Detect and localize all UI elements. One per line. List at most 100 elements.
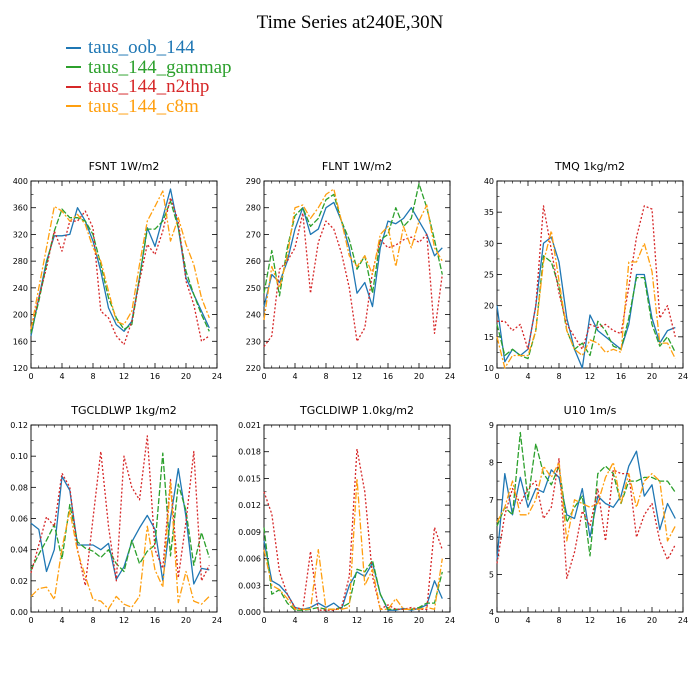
legend-label: taus_144_c8m — [88, 95, 199, 117]
x-tick-label: 16 — [616, 372, 626, 381]
y-tick-label: 0.006 — [238, 555, 261, 564]
y-tick-label: 280 — [13, 257, 28, 266]
series-line-taus_oob_144 — [263, 540, 443, 611]
x-tick-label: 16 — [383, 616, 393, 625]
y-tick-label: 0.000 — [238, 608, 261, 617]
x-tick-label: 0 — [494, 372, 499, 381]
series-line-taus_144_n2thp — [263, 212, 443, 347]
series-line-taus_144_n2thp — [263, 448, 443, 611]
series-line-taus_144_gammap — [496, 431, 676, 557]
x-tick-label: 8 — [90, 616, 95, 625]
y-tick-label: 240 — [246, 311, 261, 320]
x-tick-label: 24 — [212, 616, 222, 625]
y-tick-label: 0.015 — [238, 474, 261, 483]
x-tick-label: 8 — [323, 616, 328, 625]
x-tick-label: 24 — [678, 372, 688, 381]
y-tick-label: 290 — [246, 177, 261, 186]
y-tick-label: 10 — [484, 364, 494, 373]
x-tick-label: 20 — [414, 616, 424, 625]
x-tick-label: 4 — [59, 616, 64, 625]
series-line-taus_oob_144 — [30, 467, 210, 585]
x-tick-label: 0 — [261, 372, 266, 381]
series-line-taus_144_n2thp — [30, 197, 210, 346]
x-tick-label: 8 — [323, 372, 328, 381]
x-tick-label: 0 — [28, 616, 33, 625]
y-tick-label: 7 — [489, 496, 494, 505]
y-tick-label: 30 — [484, 239, 494, 248]
series-line-taus_144_gammap — [30, 200, 210, 334]
series-line-taus_oob_144 — [30, 188, 210, 337]
series-line-taus_144_n2thp — [30, 435, 210, 587]
chart-title: U10 1m/s — [564, 404, 617, 417]
x-tick-label: 20 — [181, 372, 191, 381]
chart-panel: TGCLDLWP 1kg/m2 0 4 8 12 16 20 24 0.00 0.02 0.04 0.… — [10, 404, 222, 625]
chart-panel: FLNT 1W/m2 0 4 8 12 16 20 24 220 230 240 250 260 270 2… — [246, 160, 455, 381]
y-tick-label: 120 — [13, 364, 28, 373]
x-tick-label: 8 — [90, 372, 95, 381]
chart-panel: TGCLDIWP 1.0kg/m2 0 4 8 12 16 20 24 0.000 0.003 0.… — [238, 404, 455, 625]
x-tick-label: 12 — [585, 372, 595, 381]
series-line-taus_144_gammap — [263, 527, 443, 611]
y-tick-label: 0.021 — [238, 421, 261, 430]
legend: taus_oob_144 taus_144_gammap taus_144_n2th… — [66, 38, 232, 116]
x-tick-label: 24 — [445, 372, 455, 381]
x-tick-label: 4 — [525, 616, 530, 625]
x-tick-label: 20 — [647, 616, 657, 625]
y-tick-label: 270 — [246, 230, 261, 239]
y-tick-label: 35 — [484, 208, 494, 217]
legend-swatch — [66, 85, 81, 88]
y-tick-label: 0.06 — [10, 515, 28, 524]
y-tick-label: 360 — [13, 204, 28, 213]
chart-title: TGCLDLWP 1kg/m2 — [70, 404, 176, 417]
y-tick-label: 0.012 — [238, 501, 261, 510]
series-line-taus_144_gammap — [496, 255, 676, 360]
y-tick-label: 160 — [13, 337, 28, 346]
x-tick-label: 24 — [678, 616, 688, 625]
chart-title: FLNT 1W/m2 — [322, 160, 392, 173]
x-tick-label: 4 — [292, 372, 297, 381]
series-line-taus_144_c8m — [30, 482, 210, 610]
y-tick-label: 220 — [246, 364, 261, 373]
legend-label: taus_144_gammap — [88, 56, 232, 78]
y-tick-label: 9 — [489, 421, 494, 430]
y-tick-label: 0.04 — [10, 546, 28, 555]
y-tick-label: 260 — [246, 257, 261, 266]
series-line-taus_144_c8m — [496, 461, 676, 542]
y-tick-label: 0.08 — [10, 483, 28, 492]
legend-item: taus_oob_144 — [66, 38, 232, 58]
x-tick-label: 8 — [556, 372, 561, 381]
x-tick-label: 8 — [556, 616, 561, 625]
y-tick-label: 230 — [246, 337, 261, 346]
chart-title: FSNT 1W/m2 — [89, 160, 160, 173]
x-tick-label: 12 — [352, 616, 362, 625]
legend-item: taus_144_n2thp — [66, 77, 232, 97]
x-tick-label: 16 — [150, 616, 160, 625]
series-line-taus_144_c8m — [263, 188, 443, 320]
y-tick-label: 320 — [13, 230, 28, 239]
y-tick-label: 0.003 — [238, 581, 261, 590]
series-line-taus_144_c8m — [496, 230, 676, 369]
series-line-taus_144_c8m — [263, 477, 443, 610]
x-tick-label: 4 — [525, 372, 530, 381]
series-line-taus_oob_144 — [496, 450, 676, 560]
y-tick-label: 15 — [484, 333, 494, 342]
series-line-taus_144_c8m — [30, 190, 210, 330]
legend-label: taus_oob_144 — [88, 37, 195, 58]
y-tick-label: 5 — [489, 571, 494, 580]
series-line-taus_144_gammap — [263, 183, 443, 297]
y-tick-label: 280 — [246, 204, 261, 213]
y-tick-label: 40 — [484, 177, 494, 186]
y-tick-label: 200 — [13, 311, 28, 320]
x-tick-label: 12 — [119, 372, 129, 381]
y-tick-label: 0.10 — [10, 452, 28, 461]
legend-item: taus_144_c8m — [66, 95, 232, 117]
x-tick-label: 16 — [616, 616, 626, 625]
x-tick-label: 20 — [647, 372, 657, 381]
x-tick-label: 24 — [445, 616, 455, 625]
legend-swatch — [66, 46, 81, 49]
y-tick-label: 400 — [13, 177, 28, 186]
x-tick-label: 20 — [181, 616, 191, 625]
x-tick-label: 20 — [414, 372, 424, 381]
